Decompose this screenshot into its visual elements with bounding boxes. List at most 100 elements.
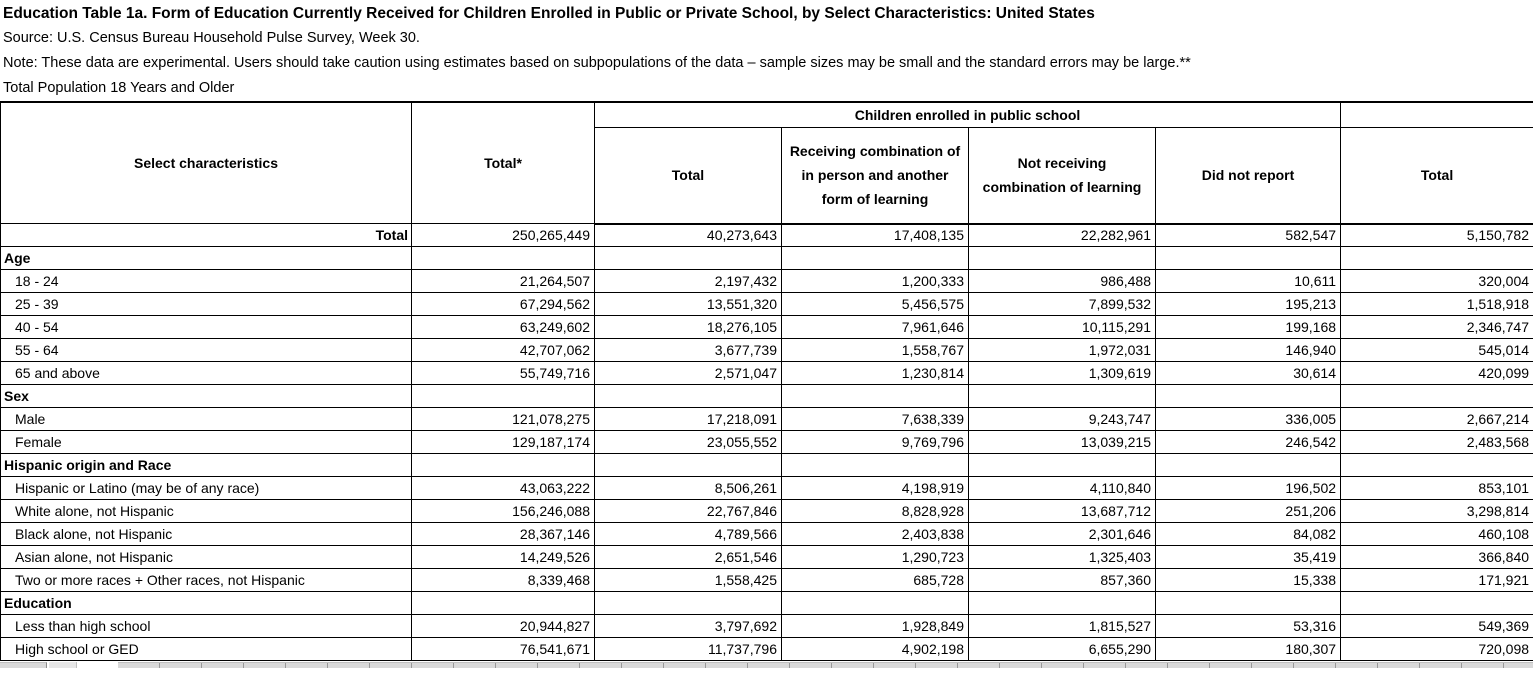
- value-cell: [594, 453, 782, 477]
- value-cell: 4,902,198: [781, 637, 969, 661]
- value-cell: 199,168: [1154, 315, 1342, 339]
- value-cell: 15,338: [1154, 568, 1342, 592]
- value-cell: 35,419: [1154, 545, 1342, 569]
- value-cell: 195,213: [1154, 292, 1342, 316]
- value-cell: 8,506,261: [594, 476, 782, 500]
- table-row: 25 - 39 67,294,562 13,551,320 5,456,575 7,89…: [0, 292, 1533, 316]
- value-cell: 1,815,527: [968, 614, 1156, 638]
- value-cell: [968, 384, 1156, 408]
- table-row: Male 121,078,275 17,218,091 7,638,339 9,243,…: [0, 407, 1533, 431]
- row-label-cell: 25 - 39: [0, 292, 412, 316]
- value-cell: 2,667,214: [1340, 407, 1533, 431]
- table-header: Select characteristics Total* Children e…: [0, 101, 1533, 225]
- value-cell: 986,488: [968, 269, 1156, 293]
- section-label-cell: Sex: [0, 384, 412, 408]
- value-cell: 171,921: [1340, 568, 1533, 592]
- table-row: Total 250,265,449 40,273,643 17,408,135 22,2…: [0, 223, 1533, 247]
- value-cell: 2,301,646: [968, 522, 1156, 546]
- table-row: 65 and above 55,749,716 2,571,047 1,230,814…: [0, 361, 1533, 385]
- col-header-right-total: Total: [1340, 127, 1533, 225]
- value-cell: 22,767,846: [594, 499, 782, 523]
- value-cell: 545,014: [1340, 338, 1533, 362]
- value-cell: [1154, 591, 1342, 615]
- table-caption-block: Education Table 1a. Form of Education Cu…: [0, 0, 1533, 101]
- row-label-cell: Black alone, not Hispanic: [0, 522, 412, 546]
- value-cell: [1340, 591, 1533, 615]
- value-cell: 582,547: [1154, 223, 1342, 247]
- value-cell: 53,316: [1154, 614, 1342, 638]
- value-cell: 11,737,796: [594, 637, 782, 661]
- note-line: Note: These data are experimental. Users…: [3, 55, 1191, 71]
- section-label-cell: Age: [0, 246, 412, 270]
- grid-columns-fragment: [118, 662, 1533, 668]
- value-cell: 55,749,716: [411, 361, 595, 385]
- value-cell: [1340, 384, 1533, 408]
- value-cell: 5,150,782: [1340, 223, 1533, 247]
- value-cell: 3,677,739: [594, 338, 782, 362]
- section-label-cell: Education: [0, 591, 412, 615]
- value-cell: 76,541,671: [411, 637, 595, 661]
- value-cell: [1340, 246, 1533, 270]
- value-cell: [594, 384, 782, 408]
- value-cell: [411, 453, 595, 477]
- value-cell: 460,108: [1340, 522, 1533, 546]
- col-header-public-total: Total: [594, 127, 782, 225]
- value-cell: 720,098: [1340, 637, 1533, 661]
- value-cell: 2,651,546: [594, 545, 782, 569]
- value-cell: [781, 591, 969, 615]
- value-cell: 1,309,619: [968, 361, 1156, 385]
- value-cell: 30,614: [1154, 361, 1342, 385]
- table-row: Sex: [0, 384, 1533, 408]
- value-cell: 17,218,091: [594, 407, 782, 431]
- value-cell: 156,246,088: [411, 499, 595, 523]
- value-cell: 853,101: [1340, 476, 1533, 500]
- value-cell: 5,456,575: [781, 292, 969, 316]
- value-cell: [968, 453, 1156, 477]
- value-cell: 13,687,712: [968, 499, 1156, 523]
- value-cell: 251,206: [1154, 499, 1342, 523]
- value-cell: 3,797,692: [594, 614, 782, 638]
- table-body: Total 250,265,449 40,273,643 17,408,135 22,2…: [0, 223, 1533, 661]
- header-row-sub: Total Receiving combination of in person…: [1, 127, 1533, 225]
- value-cell: 7,899,532: [968, 292, 1156, 316]
- source-line: Source: U.S. Census Bureau Household Pul…: [3, 30, 420, 46]
- spreadsheet-grid-strip: [0, 661, 1533, 668]
- value-cell: [1340, 453, 1533, 477]
- value-cell: [968, 246, 1156, 270]
- value-cell: 2,197,432: [594, 269, 782, 293]
- row-label-cell: 18 - 24: [0, 269, 412, 293]
- row-label-cell: 55 - 64: [0, 338, 412, 362]
- value-cell: 22,282,961: [968, 223, 1156, 247]
- section-label-cell: Hispanic origin and Race: [0, 453, 412, 477]
- table-row: Education: [0, 591, 1533, 615]
- value-cell: 2,403,838: [781, 522, 969, 546]
- row-label-cell: Male: [0, 407, 412, 431]
- value-cell: [781, 246, 969, 270]
- col-group-header-public-school: Children enrolled in public school: [593, 101, 1342, 128]
- value-cell: 10,115,291: [968, 315, 1156, 339]
- value-cell: [411, 246, 595, 270]
- value-cell: 121,078,275: [411, 407, 595, 431]
- value-cell: [411, 384, 595, 408]
- value-cell: 1,928,849: [781, 614, 969, 638]
- value-cell: 43,063,222: [411, 476, 595, 500]
- table-row: Hispanic or Latino (may be of any race) 4…: [0, 476, 1533, 500]
- col-header-blank: [1340, 101, 1533, 128]
- value-cell: 4,198,919: [781, 476, 969, 500]
- value-cell: [1154, 384, 1342, 408]
- value-cell: 4,789,566: [594, 522, 782, 546]
- table-row: Less than high school 20,944,827 3,797,692…: [0, 614, 1533, 638]
- value-cell: 40,273,643: [594, 223, 782, 247]
- value-cell: 18,276,105: [594, 315, 782, 339]
- value-cell: 13,039,215: [968, 430, 1156, 454]
- value-cell: 1,518,918: [1340, 292, 1533, 316]
- value-cell: 28,367,146: [411, 522, 595, 546]
- education-data-table: Select characteristics Total* Children e…: [0, 101, 1533, 661]
- table-row: Two or more races + Other races, not His…: [0, 568, 1533, 592]
- value-cell: [968, 591, 1156, 615]
- col-header-receiving-combination: Receiving combination of in person and a…: [781, 127, 969, 225]
- value-cell: 4,110,840: [968, 476, 1156, 500]
- value-cell: 366,840: [1340, 545, 1533, 569]
- row-label-cell: Female: [0, 430, 412, 454]
- value-cell: 1,290,723: [781, 545, 969, 569]
